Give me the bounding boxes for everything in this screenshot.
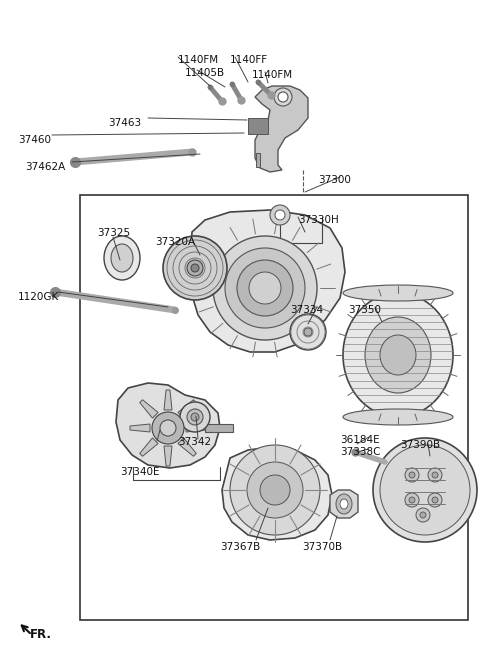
Ellipse shape: [420, 512, 426, 518]
Bar: [256, 153, 260, 167]
Ellipse shape: [409, 497, 415, 503]
Text: 37338C: 37338C: [340, 447, 381, 457]
Text: 37390B: 37390B: [400, 440, 440, 450]
Ellipse shape: [152, 412, 184, 444]
Ellipse shape: [191, 264, 199, 272]
Polygon shape: [140, 399, 158, 418]
Polygon shape: [164, 446, 172, 466]
Polygon shape: [130, 424, 150, 432]
Ellipse shape: [270, 205, 290, 225]
Ellipse shape: [304, 328, 312, 336]
Ellipse shape: [213, 236, 317, 340]
Text: 37340E: 37340E: [120, 467, 159, 477]
Ellipse shape: [163, 236, 227, 300]
Text: 37325: 37325: [97, 228, 130, 238]
Ellipse shape: [405, 493, 419, 507]
Text: 37300: 37300: [318, 175, 351, 185]
Ellipse shape: [104, 236, 140, 280]
Text: 37350: 37350: [348, 305, 381, 315]
Bar: [248, 118, 268, 134]
Polygon shape: [178, 438, 196, 456]
Ellipse shape: [111, 244, 133, 272]
Text: 1140FM: 1140FM: [252, 70, 293, 80]
Text: 1140FF: 1140FF: [230, 55, 268, 65]
Ellipse shape: [247, 462, 303, 518]
Text: 37462A: 37462A: [25, 162, 65, 172]
Ellipse shape: [428, 493, 442, 507]
Ellipse shape: [249, 272, 281, 304]
Ellipse shape: [225, 248, 305, 328]
Ellipse shape: [336, 494, 352, 514]
Ellipse shape: [343, 285, 453, 301]
Polygon shape: [190, 210, 345, 352]
Text: 1120GK: 1120GK: [18, 292, 59, 302]
Ellipse shape: [432, 472, 438, 478]
Ellipse shape: [343, 409, 453, 425]
Ellipse shape: [180, 402, 210, 432]
Ellipse shape: [275, 210, 285, 220]
Bar: [205, 424, 233, 432]
Ellipse shape: [380, 445, 470, 535]
Polygon shape: [116, 383, 220, 468]
Text: FR.: FR.: [30, 628, 52, 641]
Ellipse shape: [428, 468, 442, 482]
Ellipse shape: [290, 314, 326, 350]
Ellipse shape: [187, 260, 203, 276]
Text: 37330H: 37330H: [298, 215, 339, 225]
Bar: [80, 195, 468, 620]
Polygon shape: [186, 424, 206, 432]
Polygon shape: [222, 447, 332, 540]
Polygon shape: [330, 490, 358, 518]
Ellipse shape: [380, 335, 416, 375]
Text: 1140FM: 1140FM: [178, 55, 219, 65]
Ellipse shape: [237, 260, 293, 316]
Ellipse shape: [230, 445, 320, 535]
Text: 37463: 37463: [108, 118, 141, 128]
Text: 37342: 37342: [178, 437, 211, 447]
Text: 37370B: 37370B: [302, 542, 342, 552]
Text: 11405B: 11405B: [185, 68, 225, 78]
Ellipse shape: [260, 475, 290, 505]
Polygon shape: [255, 86, 308, 172]
Polygon shape: [178, 399, 196, 418]
Ellipse shape: [340, 499, 348, 509]
Ellipse shape: [405, 468, 419, 482]
Ellipse shape: [191, 413, 199, 421]
Ellipse shape: [278, 92, 288, 102]
Ellipse shape: [160, 420, 176, 436]
Polygon shape: [140, 438, 158, 456]
Text: 37460: 37460: [18, 135, 51, 145]
Ellipse shape: [274, 88, 292, 106]
Text: 37334: 37334: [290, 305, 323, 315]
Text: 37320A: 37320A: [155, 237, 195, 247]
Text: 37367B: 37367B: [220, 542, 260, 552]
Ellipse shape: [365, 317, 431, 393]
Ellipse shape: [432, 497, 438, 503]
Ellipse shape: [416, 508, 430, 522]
Ellipse shape: [187, 409, 203, 425]
Ellipse shape: [343, 293, 453, 417]
Text: 36184E: 36184E: [340, 435, 380, 445]
Ellipse shape: [409, 472, 415, 478]
Ellipse shape: [373, 438, 477, 542]
Polygon shape: [164, 390, 172, 410]
